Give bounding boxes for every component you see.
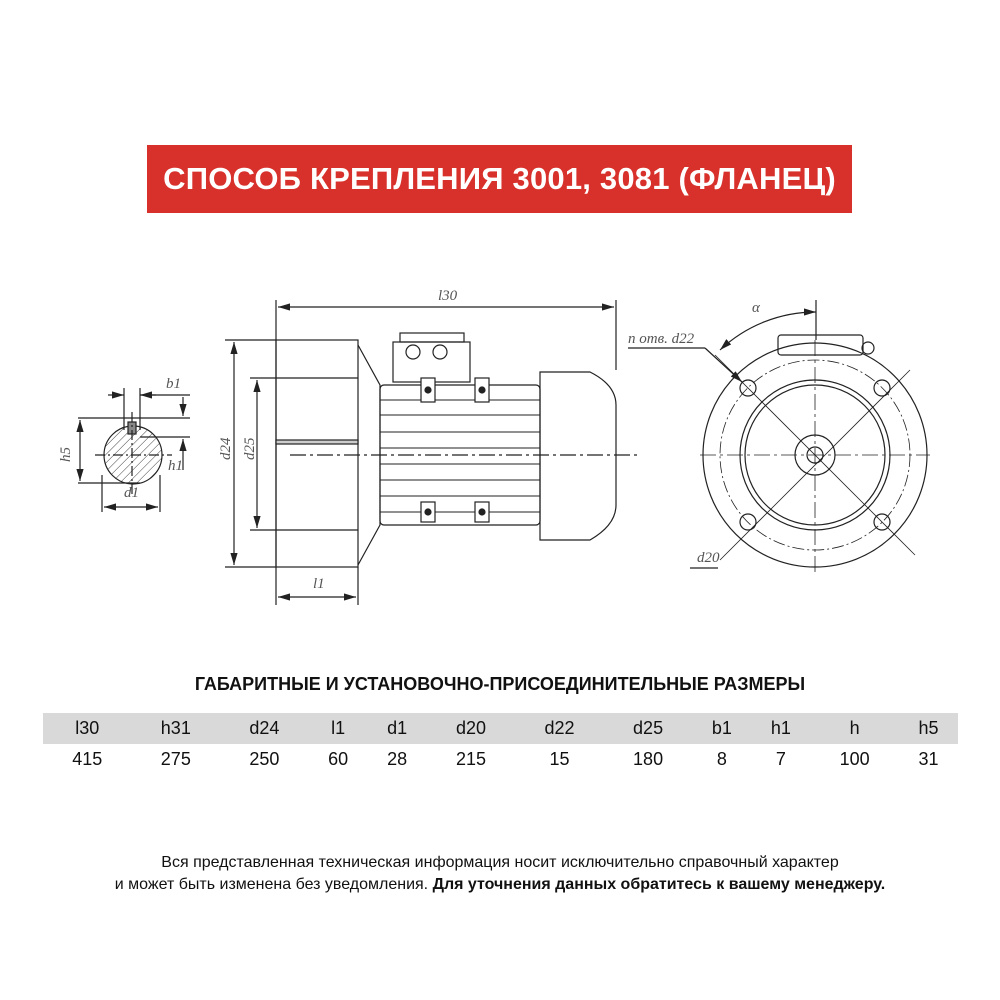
cell: 31 (918, 749, 939, 769)
table-title: ГАБАРИТНЫЕ И УСТАНОВОЧНО-ПРИСОЕДИНИТЕЛЬН… (194, 674, 806, 694)
label-h5: h5 (58, 447, 74, 463)
label-b1: b1 (166, 376, 181, 392)
page-title-banner: СПОСОБ КРЕПЛЕНИЯ 3001, 3081 (ФЛАНЕЦ) (147, 145, 852, 213)
label-l1: l1 (313, 576, 325, 592)
cell: 415 (72, 749, 103, 769)
dimensions-table: l30 h31 d24 l1 d1 d20 d22 d25 b1 h1 h h5… (43, 713, 958, 775)
col-header: b1 (692, 713, 752, 744)
disclaimer-line1: Вся представленная техническая информаци… (161, 854, 839, 871)
label-l30: l30 (438, 288, 458, 304)
label-holes-d22: n отв. d22 (628, 331, 695, 347)
cell: 28 (387, 749, 408, 769)
cell: 15 (549, 749, 570, 769)
col-header: l30 (43, 713, 132, 744)
col-header: h5 (898, 713, 958, 744)
cell: 100 (839, 749, 870, 769)
label-h1: h1 (168, 458, 183, 474)
disclaimer-bold: Для уточнения данных обратитесь к вашему… (432, 876, 886, 893)
cell: 215 (455, 749, 486, 769)
table-row: 415 275 250 60 28 215 15 180 8 7 100 31 (43, 744, 958, 775)
col-header: l1 (308, 713, 368, 744)
label-d20: d20 (697, 550, 720, 566)
cell: 250 (249, 749, 280, 769)
col-header: d22 (515, 713, 604, 744)
cell: 275 (160, 749, 191, 769)
page-title: СПОСОБ КРЕПЛЕНИЯ 3001, 3081 (ФЛАНЕЦ) (163, 161, 836, 196)
col-header: d24 (220, 713, 309, 744)
col-header: h1 (751, 713, 811, 744)
col-header: h31 (131, 713, 221, 744)
cell: 8 (716, 749, 727, 769)
col-header: d1 (367, 713, 427, 744)
motor-side-view: l30 l1 d24 d25 (218, 288, 640, 605)
cell: 7 (775, 749, 786, 769)
cell: 60 (328, 749, 349, 769)
label-d24: d24 (218, 437, 234, 460)
table-header-row: l30 h31 d24 l1 d1 d20 d22 d25 b1 h1 h h5 (43, 713, 958, 744)
label-d25: d25 (242, 437, 258, 460)
label-alpha: α (752, 300, 761, 316)
col-header: h (810, 713, 899, 744)
disclaimer-line2: и может быть изменена без уведомления. (114, 876, 429, 893)
label-d1: d1 (124, 485, 139, 501)
shaft-section: b1 h5 h1 d1 (58, 376, 190, 512)
cell: 180 (633, 749, 664, 769)
disclaimer: Вся представленная техническая информаци… (0, 852, 1000, 896)
col-header: d25 (603, 713, 693, 744)
motor-front-view: α n отв. d22 d20 (628, 300, 930, 575)
col-header: d20 (426, 713, 516, 744)
